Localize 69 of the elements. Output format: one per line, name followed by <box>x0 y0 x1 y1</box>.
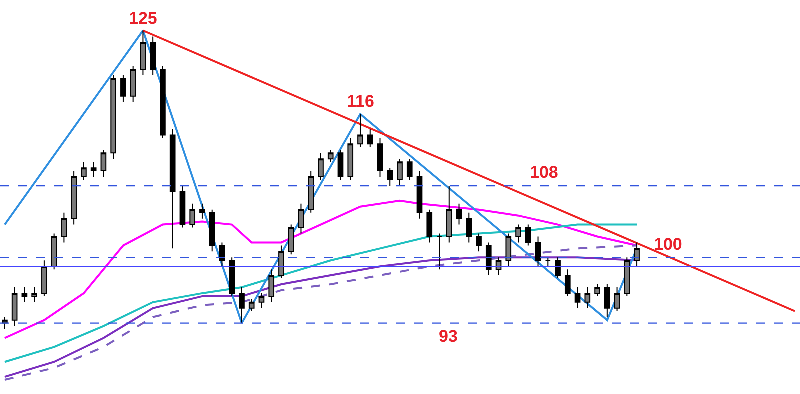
candlestick <box>239 286 245 324</box>
candlestick <box>358 114 364 148</box>
candlestick <box>120 75 126 103</box>
candlestick <box>506 233 512 268</box>
annotation: 116 <box>347 92 374 111</box>
candlestick <box>545 257 552 268</box>
candlestick <box>318 152 324 181</box>
candlestick <box>338 150 344 181</box>
candlestick <box>110 75 116 160</box>
candlestick <box>51 233 58 270</box>
candlestick <box>634 242 640 268</box>
candlestick <box>466 212 472 244</box>
candlestick <box>387 168 394 186</box>
candlestick <box>446 185 452 244</box>
candlestick <box>160 66 166 139</box>
candlestick <box>604 284 610 318</box>
candlestick <box>100 150 107 178</box>
candlestick <box>32 286 38 303</box>
candlestick <box>61 212 68 244</box>
candlestick <box>397 158 403 186</box>
candlestick <box>170 128 176 250</box>
annotation: 100 <box>654 235 682 254</box>
candlestick <box>200 203 206 220</box>
candlestick <box>516 224 522 244</box>
candlestick <box>190 203 196 228</box>
candlestick <box>525 224 532 246</box>
candlestick <box>308 170 314 214</box>
candlestick <box>416 170 423 220</box>
annotation: 93 <box>439 327 458 346</box>
candlestick <box>180 185 186 228</box>
candlestick <box>229 257 236 297</box>
candlestick <box>555 257 561 280</box>
annotation: 108 <box>530 163 558 182</box>
candlestick <box>348 138 354 181</box>
candlestick <box>436 233 442 270</box>
candlestick <box>456 203 462 226</box>
candlestick <box>564 269 571 297</box>
candlestick <box>130 66 136 103</box>
candlestick <box>90 162 97 178</box>
candlestick <box>328 150 334 163</box>
candlestick <box>71 170 77 226</box>
candlestick <box>476 233 482 252</box>
candlestick <box>258 292 265 309</box>
candlestick <box>209 209 216 252</box>
candlestick <box>298 203 304 234</box>
candlestick <box>140 30 146 76</box>
candlestick <box>406 158 413 181</box>
candlestick <box>624 257 630 297</box>
candlestick <box>81 162 87 181</box>
candlestick <box>594 284 600 297</box>
candlestick <box>150 36 156 76</box>
annotation: 125 <box>129 9 158 28</box>
candlestick <box>42 260 48 297</box>
candlestick <box>12 286 18 327</box>
candlestick <box>486 242 492 276</box>
candlestick <box>496 257 502 276</box>
candlestick <box>248 298 255 312</box>
candlestick <box>377 138 384 178</box>
candlestick <box>535 236 542 268</box>
candlestick <box>278 245 284 280</box>
candlestick <box>22 286 28 303</box>
candlestick <box>219 242 226 268</box>
candlestick <box>614 286 620 312</box>
candlestick <box>288 224 294 256</box>
candlestick <box>367 128 374 148</box>
candlestick <box>584 286 591 309</box>
candlestick <box>574 286 581 309</box>
candlestick <box>268 269 275 303</box>
candlestick <box>426 209 433 244</box>
